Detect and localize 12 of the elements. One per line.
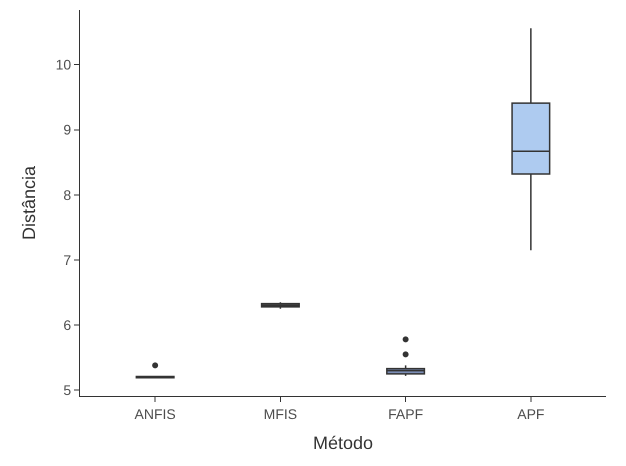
x-tick-label: ANFIS bbox=[134, 406, 176, 422]
x-tick-label: FAPF bbox=[388, 406, 424, 422]
y-tick-label: 8 bbox=[63, 186, 72, 203]
x-tick-label: APF bbox=[517, 406, 544, 422]
y-tick-label: 7 bbox=[63, 252, 72, 268]
y-tick-label: 10 bbox=[56, 56, 72, 73]
y-tick-label: 6 bbox=[63, 316, 72, 333]
y-tick-label: 9 bbox=[63, 122, 72, 138]
x-axis-title: Método bbox=[312, 432, 374, 453]
x-tick-label: MFIS bbox=[264, 406, 298, 422]
y-tick-label: 5 bbox=[63, 382, 72, 398]
y-axis-title: Distância bbox=[18, 164, 39, 240]
